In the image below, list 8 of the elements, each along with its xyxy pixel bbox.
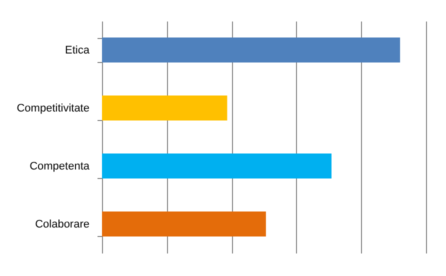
bar	[102, 154, 332, 178]
y-tick-label: Competitivitate	[16, 102, 90, 114]
y-tick-label: Colaborare	[35, 218, 90, 230]
bar	[102, 96, 228, 120]
y-tick-label: Competenta	[30, 160, 90, 172]
y-tick-label: Etica	[65, 44, 90, 56]
bar	[102, 212, 266, 236]
bar	[102, 38, 400, 62]
